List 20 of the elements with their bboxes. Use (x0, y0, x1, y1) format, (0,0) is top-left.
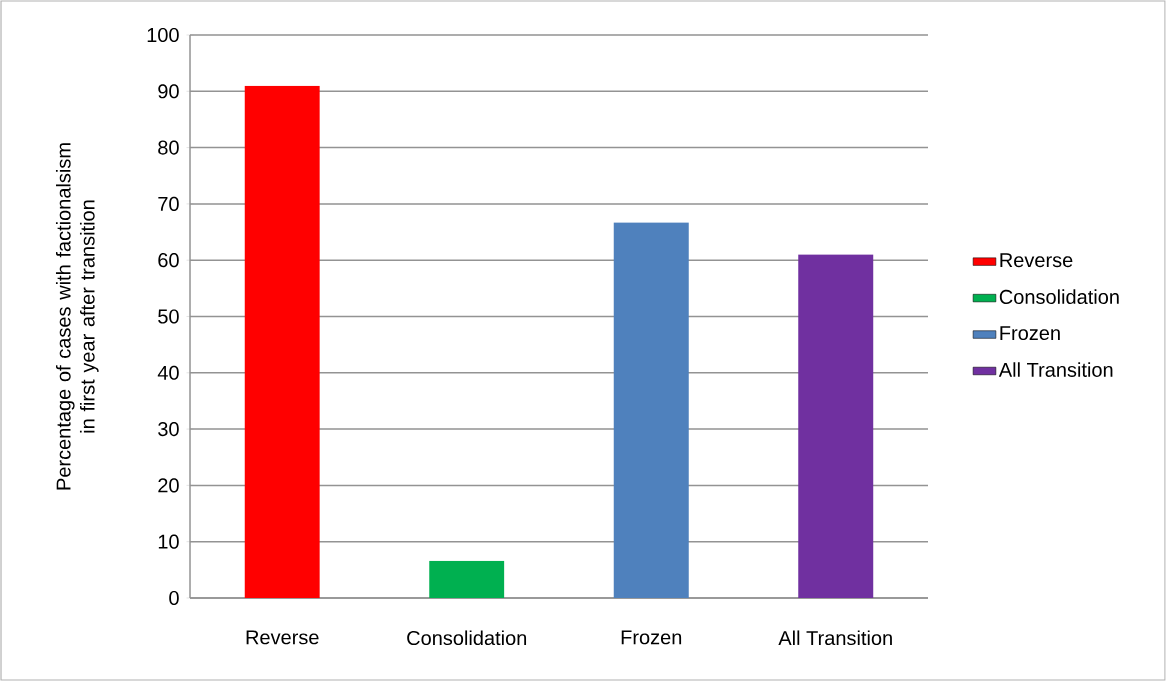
y-tick-label: 90 (158, 84, 179, 99)
x-tick-label: All Transition (778, 630, 892, 646)
x-tick-label: Frozen (621, 630, 682, 645)
y-tick-label: 0 (169, 590, 179, 606)
y-tick-label: 30 (158, 422, 179, 437)
y-tick-label: 40 (157, 365, 179, 380)
legend-label: All Transition (998, 362, 1113, 377)
x-tick-label: Reverse (246, 630, 319, 645)
y-tick-label: 50 (158, 309, 179, 324)
legend-label: Reverse (1000, 253, 1073, 268)
x-tick-label: Consolidation (407, 630, 527, 646)
y-tick-label: 10 (158, 534, 179, 549)
y-tick-label: 100 (147, 27, 179, 43)
y-tick-label: 20 (158, 478, 179, 493)
y-tick-label: 80 (158, 140, 179, 155)
y-tick-label: 60 (158, 253, 179, 268)
y-tick-label: 70 (158, 196, 179, 211)
legend-label: Frozen (1000, 326, 1060, 341)
legend-label: Consolidation (999, 289, 1119, 305)
y-axis-title: Percentage of cases with factionalsism in first year after transition (55, 143, 99, 490)
